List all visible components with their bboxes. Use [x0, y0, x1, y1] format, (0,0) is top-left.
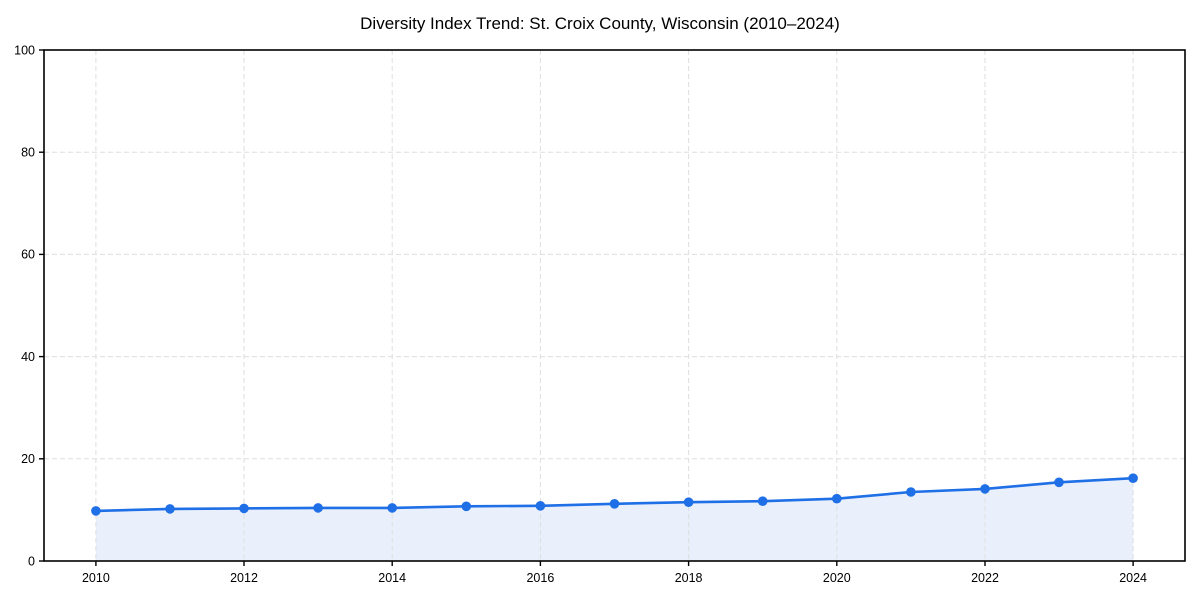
y-tick-label-40: 40 — [21, 350, 35, 364]
x-tick-label-2024: 2024 — [1119, 571, 1147, 585]
data-point-2023 — [1054, 477, 1064, 488]
plot-frame — [43, 49, 1186, 562]
x-tick-label-2018: 2018 — [675, 571, 703, 585]
x-tick-label-2022: 2022 — [971, 571, 999, 585]
data-point-2015 — [461, 501, 472, 512]
data-point-2018 — [683, 497, 694, 508]
data-point-2014 — [387, 503, 398, 513]
data-point-2011 — [165, 504, 175, 514]
y-tick-label-0: 0 — [28, 554, 35, 568]
data-point-2021 — [906, 487, 916, 497]
y-tick-label-60: 60 — [21, 248, 35, 262]
y-tick-label-20: 20 — [21, 452, 35, 466]
data-point-2010 — [91, 506, 101, 516]
data-point-2020 — [832, 493, 842, 504]
data-point-2012 — [239, 503, 249, 514]
data-point-2022 — [980, 484, 990, 494]
x-tick-label-2010: 2010 — [82, 571, 110, 585]
y-tick-label-100: 100 — [14, 43, 35, 57]
data-point-2024 — [1128, 473, 1138, 484]
x-tick-label-2012: 2012 — [230, 571, 258, 585]
y-tick-label-80: 80 — [21, 146, 35, 160]
area-fill — [95, 478, 1134, 561]
chart-title: Diversity Index Trend: St. Croix County,… — [360, 14, 840, 33]
data-point-2017 — [609, 499, 620, 509]
x-tick-label-2020: 2020 — [823, 571, 851, 585]
x-tick-label-2016: 2016 — [526, 571, 554, 585]
data-point-2016 — [535, 501, 546, 511]
x-tick-label-2014: 2014 — [378, 571, 406, 585]
data-point-2019 — [757, 496, 768, 507]
data-point-2013 — [313, 503, 323, 513]
